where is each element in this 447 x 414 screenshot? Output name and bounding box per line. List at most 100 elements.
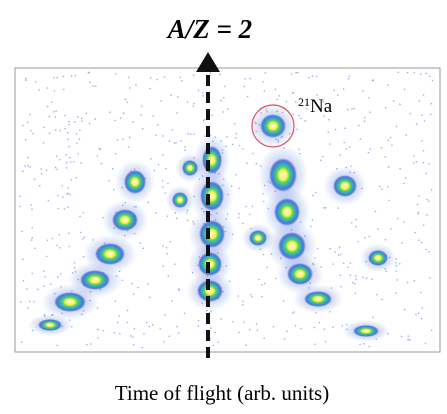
noise-dot bbox=[58, 233, 61, 236]
noise-dot bbox=[337, 254, 340, 256]
noise-dot bbox=[119, 117, 122, 119]
noise-dot bbox=[81, 120, 83, 122]
noise-dot bbox=[57, 207, 60, 210]
noise-dot bbox=[135, 84, 137, 86]
noise-dot bbox=[56, 344, 58, 347]
noise-dot bbox=[142, 247, 145, 250]
noise-dot bbox=[68, 245, 70, 248]
noise-dot bbox=[300, 117, 302, 120]
noise-dot bbox=[176, 112, 178, 114]
noise-dot bbox=[349, 165, 352, 167]
noise-dot bbox=[168, 140, 171, 142]
noise-dot bbox=[132, 336, 134, 338]
noise-dot bbox=[177, 288, 180, 290]
noise-dot bbox=[102, 329, 105, 332]
noise-dot bbox=[56, 76, 59, 79]
noise-dot bbox=[424, 342, 427, 345]
noise-dot bbox=[27, 156, 29, 159]
spot bbox=[274, 198, 300, 226]
noise-dot bbox=[298, 148, 300, 151]
noise-dot bbox=[292, 91, 295, 94]
noise-dot bbox=[201, 92, 204, 94]
noise-dot bbox=[252, 152, 254, 155]
noise-dot bbox=[263, 282, 266, 285]
noise-dot bbox=[363, 342, 365, 345]
noise-dot bbox=[387, 139, 390, 142]
noise-dot bbox=[323, 207, 325, 209]
noise-dot bbox=[341, 324, 344, 327]
noise-dot bbox=[70, 75, 73, 78]
noise-dot bbox=[74, 121, 76, 123]
noise-dot bbox=[175, 325, 178, 328]
title: A/Z = 2 bbox=[166, 14, 252, 44]
noise-dot bbox=[30, 239, 33, 241]
noise-dot bbox=[156, 123, 159, 126]
noise-dot bbox=[396, 217, 399, 220]
noise-dot bbox=[282, 300, 285, 302]
noise-dot bbox=[349, 274, 352, 276]
noise-dot bbox=[67, 138, 69, 141]
noise-dot bbox=[147, 283, 149, 285]
noise-dot bbox=[296, 128, 298, 131]
noise-dot bbox=[126, 321, 129, 324]
noise-dot bbox=[278, 95, 280, 97]
noise-dot bbox=[86, 343, 88, 346]
noise-dot bbox=[243, 85, 246, 88]
noise-dot bbox=[100, 162, 103, 165]
noise-dot bbox=[203, 118, 206, 121]
noise-dot bbox=[412, 162, 415, 164]
noise-dot bbox=[133, 327, 136, 330]
noise-dot bbox=[339, 154, 342, 156]
noise-dot bbox=[31, 226, 33, 229]
noise-dot bbox=[359, 138, 362, 140]
noise-dot bbox=[31, 272, 33, 275]
noise-dot bbox=[151, 323, 154, 326]
spot bbox=[269, 158, 297, 192]
noise-dot bbox=[193, 133, 195, 135]
noise-dot bbox=[167, 182, 169, 185]
noise-dot bbox=[403, 221, 405, 223]
noise-dot bbox=[220, 99, 222, 102]
noise-dot bbox=[54, 116, 57, 118]
noise-dot bbox=[354, 275, 357, 277]
noise-dot bbox=[21, 230, 23, 233]
noise-dot bbox=[310, 225, 312, 228]
noise-dot bbox=[413, 71, 416, 74]
noise-dot bbox=[389, 137, 392, 139]
noise-dot bbox=[73, 262, 76, 264]
noise-dot bbox=[292, 312, 294, 315]
noise-dot bbox=[160, 100, 162, 102]
noise-dot bbox=[37, 288, 39, 291]
noise-dot bbox=[202, 94, 204, 97]
noise-dot bbox=[425, 72, 428, 75]
noise-dot bbox=[384, 106, 387, 109]
noise-dot bbox=[53, 90, 56, 92]
noise-dot bbox=[46, 105, 49, 108]
noise-dot bbox=[119, 333, 121, 335]
noise-dot bbox=[422, 224, 425, 226]
noise-dot bbox=[126, 309, 129, 312]
noise-dot bbox=[238, 216, 240, 219]
noise-dot bbox=[113, 331, 116, 334]
noise-dot bbox=[353, 107, 355, 110]
noise-dot bbox=[231, 143, 234, 146]
noise-dot bbox=[48, 132, 51, 135]
noise-dot bbox=[340, 285, 342, 288]
noise-dot bbox=[347, 266, 349, 269]
spot bbox=[95, 243, 125, 265]
noise-dot bbox=[132, 293, 135, 296]
noise-dot bbox=[174, 263, 176, 265]
noise-dot bbox=[329, 247, 331, 250]
noise-dot bbox=[428, 251, 430, 253]
noise-dot bbox=[235, 132, 238, 135]
noise-dot bbox=[181, 80, 183, 82]
noise-dot bbox=[417, 213, 419, 215]
noise-dot bbox=[47, 199, 50, 202]
arrow-head bbox=[196, 52, 220, 72]
noise-dot bbox=[379, 185, 381, 188]
noise-dot bbox=[294, 101, 297, 103]
noise-dot bbox=[59, 129, 61, 132]
noise-dot bbox=[164, 314, 167, 316]
noise-dot bbox=[140, 105, 143, 107]
noise-dot bbox=[296, 72, 299, 74]
